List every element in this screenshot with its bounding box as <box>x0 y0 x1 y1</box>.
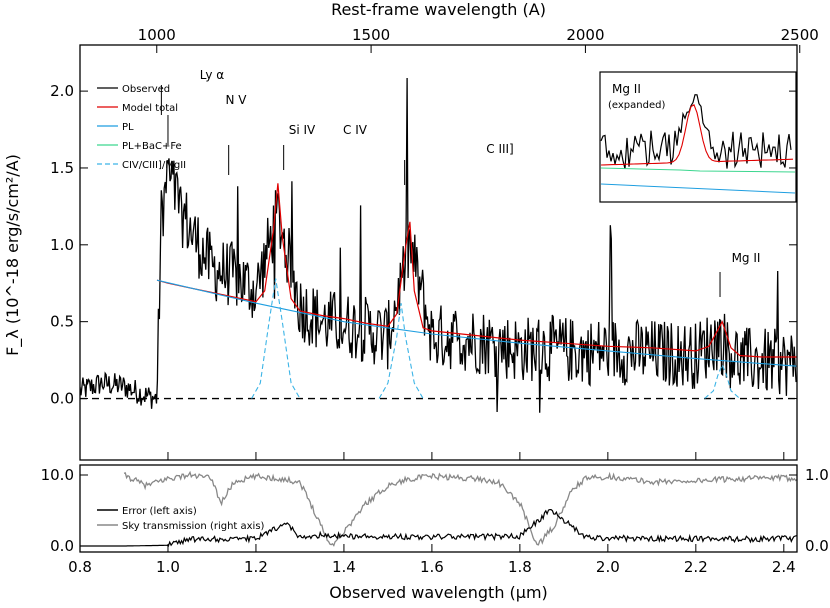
x2-tick-label-0: 1000 <box>138 26 176 44</box>
inset-pl-bac-fe <box>600 167 796 173</box>
series-line-component-2 <box>704 363 741 399</box>
y-tick-label-4: 2.0 <box>50 82 74 100</box>
emission-label-0: Ly α <box>200 68 225 82</box>
legend-label-1: Model total <box>122 103 178 114</box>
emission-label-1: N V <box>226 93 248 107</box>
lower-legend-label-1: Sky transmission (right axis) <box>122 521 265 532</box>
x2-tick-label-2: 2000 <box>566 26 604 44</box>
x-tick-label-8: 2.4 <box>772 558 796 576</box>
legend-label-0: Observed <box>122 84 170 95</box>
x2-axis-title: Rest-frame wavelength (A) <box>331 0 546 19</box>
x-axis-title: Observed wavelength (μm) <box>329 583 548 602</box>
inset-observed <box>600 94 792 169</box>
x2-tick-label-1: 1500 <box>352 26 390 44</box>
series-line-component-0 <box>251 278 301 399</box>
inset-subtitle: (expanded) <box>608 100 665 111</box>
y-tick-label-2: 1.0 <box>50 236 74 254</box>
x-tick-label-1: 1.0 <box>156 558 180 576</box>
series-error <box>80 509 797 547</box>
y-axis-title: F_λ (10^-18 erg/s/cm²/A) <box>3 154 23 356</box>
lower-y-right-tick-1: 1.0 <box>805 466 829 484</box>
inset-pl <box>600 183 796 194</box>
y-tick-label-0: 0.0 <box>50 390 74 408</box>
legend-label-3: PL+BaC+Fe <box>122 141 182 152</box>
main-frame <box>79 44 798 461</box>
emission-label-2: Si IV <box>289 123 316 137</box>
emission-label-3: C IV <box>343 123 368 137</box>
x-tick-label-3: 1.4 <box>332 558 356 576</box>
y-tick-label-3: 1.5 <box>50 159 74 177</box>
series-model-total <box>156 183 797 358</box>
y-tick-label-1: 0.5 <box>50 313 74 331</box>
lower-y-left-tick-1: 10.0 <box>41 466 74 484</box>
lower-y-right-tick-0: 0.0 <box>805 537 829 555</box>
lower-frame <box>79 464 798 553</box>
x-tick-label-4: 1.6 <box>420 558 444 576</box>
inset-mg-ii <box>599 71 797 203</box>
inset-model <box>600 103 794 166</box>
inset-title: Mg II <box>612 82 641 96</box>
x-tick-label-7: 2.2 <box>684 558 708 576</box>
x2-tick-label-3: 2500 <box>781 26 819 44</box>
series-observed <box>80 77 797 413</box>
x-tick-label-6: 2.0 <box>596 558 620 576</box>
emission-label-5: Mg II <box>732 251 761 265</box>
lower-legend-label-0: Error (left axis) <box>122 506 197 517</box>
x-tick-label-5: 1.8 <box>508 558 532 576</box>
lower-y-left-tick-0: 0.0 <box>50 537 74 555</box>
x-tick-label-2: 1.2 <box>244 558 268 576</box>
emission-label-4: C III] <box>486 142 514 156</box>
legend-label-4: CIV/CIII]/MgII <box>122 160 186 171</box>
series-sky-transmission <box>123 470 797 547</box>
series-pl <box>156 279 797 367</box>
series-line-component-1 <box>378 303 424 399</box>
x-tick-label-0: 0.8 <box>68 558 92 576</box>
legend-label-2: PL <box>122 122 134 133</box>
